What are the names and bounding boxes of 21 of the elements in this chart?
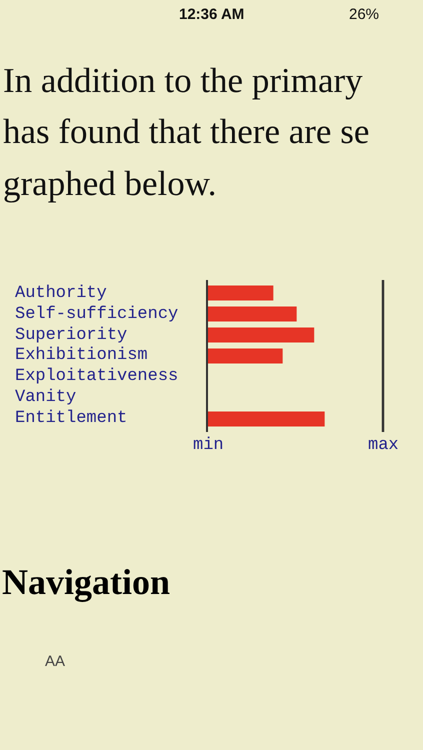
y-tick-label: Entitlement [15,409,128,428]
bar [208,328,314,342]
text: 26% [349,6,380,23]
y-tick-label: Exhibitionism [15,346,148,365]
y-tick-label: Authority [15,284,107,303]
y-tick-label: Exploitativeness [15,367,178,386]
bar [208,348,283,364]
text: AA [45,653,66,670]
text: Navigation [2,562,170,602]
text: In addition to the primary [3,61,364,100]
text: graphed below. [3,164,216,203]
y-tick-label: Vanity [15,388,76,407]
text: 12:36 AM [179,6,244,23]
text: min [193,436,224,455]
text: has found that there are se [3,112,370,151]
y-tick-label: Superiority [15,326,128,345]
bar [208,306,297,322]
ref-line-label: max [368,436,399,455]
bar [208,286,274,300]
y-tick-label: Self-sufficiency [15,305,178,324]
bar [208,412,325,426]
